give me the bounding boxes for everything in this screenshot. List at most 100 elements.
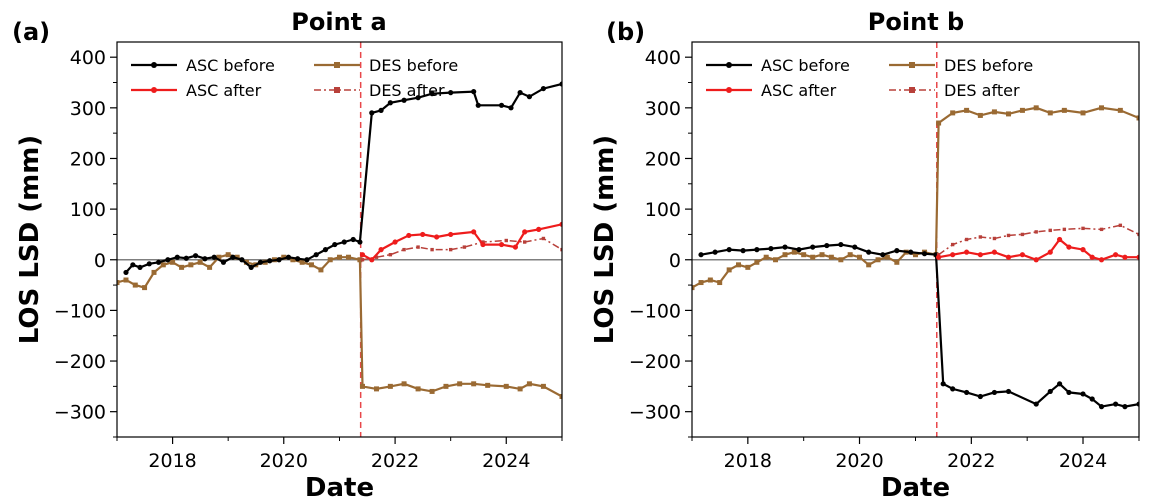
data-point xyxy=(536,226,542,232)
data-point xyxy=(498,241,505,248)
data-point xyxy=(378,107,384,113)
data-point xyxy=(267,258,273,264)
data-point xyxy=(387,383,393,389)
legend-entry: DES before xyxy=(314,56,458,75)
data-point xyxy=(345,254,351,260)
data-point xyxy=(857,254,863,260)
y-tick-label: 200 xyxy=(70,148,106,170)
plot-area xyxy=(692,105,1139,410)
legend: ASC before DES before ASC after DES after xyxy=(706,56,1033,100)
series-line xyxy=(700,243,1139,408)
data-point xyxy=(717,280,723,286)
legend-label: DES after xyxy=(369,81,445,100)
data-point xyxy=(146,261,152,267)
series-line xyxy=(938,237,1139,262)
data-point xyxy=(359,383,365,389)
data-point xyxy=(155,259,162,265)
data-point xyxy=(964,237,969,242)
chart-title: Point a xyxy=(291,8,386,36)
axes-frame xyxy=(116,41,563,438)
data-point xyxy=(239,257,245,263)
data-point xyxy=(1080,247,1086,253)
data-point xyxy=(179,264,185,270)
data-point xyxy=(1057,236,1063,243)
data-point xyxy=(977,393,983,400)
data-point xyxy=(220,259,227,265)
data-point xyxy=(1066,389,1072,396)
data-point xyxy=(526,381,532,387)
legend-entry: DES after xyxy=(314,81,445,100)
data-point xyxy=(522,229,528,235)
data-point xyxy=(810,244,816,250)
data-point xyxy=(810,254,816,260)
data-point xyxy=(415,95,421,101)
data-point xyxy=(401,97,407,103)
data-point xyxy=(359,252,366,258)
series-line xyxy=(117,253,562,398)
data-point xyxy=(207,264,213,270)
data-point xyxy=(475,102,481,108)
data-point xyxy=(1099,227,1104,232)
data-point xyxy=(950,242,955,247)
data-point xyxy=(388,252,393,257)
legend-entry: ASC before xyxy=(131,56,275,75)
data-point xyxy=(517,90,523,96)
data-point xyxy=(964,107,970,113)
legend-entry: ASC after xyxy=(706,81,837,100)
y-tick-label: 300 xyxy=(70,98,106,120)
data-point xyxy=(448,247,453,252)
data-point xyxy=(448,90,454,96)
data-point xyxy=(894,259,900,265)
series-des-after xyxy=(360,236,562,262)
data-point xyxy=(768,246,774,252)
data-point xyxy=(782,244,788,250)
legend-entry: ASC after xyxy=(131,81,262,100)
data-point xyxy=(322,247,329,253)
legend-label: DES after xyxy=(944,81,1020,100)
data-point xyxy=(462,245,467,249)
data-point xyxy=(285,254,292,260)
data-point xyxy=(415,386,421,392)
data-point xyxy=(387,100,393,106)
y-tick-label: 100 xyxy=(70,199,106,221)
data-point xyxy=(1081,226,1085,231)
data-point xyxy=(443,383,449,389)
data-point xyxy=(416,245,420,249)
data-point xyxy=(183,255,189,261)
data-point xyxy=(852,244,858,250)
legend-label: ASC before xyxy=(761,56,850,75)
data-point xyxy=(369,110,375,116)
y-tick-label: −300 xyxy=(54,402,106,424)
data-point xyxy=(782,252,788,258)
series-des-before xyxy=(117,252,562,399)
data-point xyxy=(866,262,872,268)
x-axis-label: Date xyxy=(305,473,374,503)
legend-marker xyxy=(151,62,157,68)
x-tick-label: 2024 xyxy=(1059,450,1107,472)
data-point xyxy=(838,241,844,248)
data-point xyxy=(913,252,918,258)
series-asc-after xyxy=(359,221,562,263)
data-point xyxy=(992,236,997,241)
y-tick-label: 300 xyxy=(645,98,681,120)
data-point xyxy=(188,262,194,268)
data-point xyxy=(707,277,713,283)
legend-entry: ASC before xyxy=(706,56,850,75)
data-point xyxy=(357,257,363,263)
data-point xyxy=(360,258,365,262)
y-tick-label: 100 xyxy=(645,199,681,221)
legend-marker xyxy=(909,87,915,93)
data-point xyxy=(1033,401,1039,407)
data-point xyxy=(1122,404,1128,410)
data-point xyxy=(165,257,171,263)
data-point xyxy=(754,259,760,265)
x-tick-label: 2018 xyxy=(724,450,772,472)
legend-marker xyxy=(151,87,157,93)
data-point xyxy=(170,259,176,265)
data-point xyxy=(866,249,872,255)
data-point xyxy=(847,252,853,258)
data-point xyxy=(132,282,138,288)
data-point xyxy=(791,249,797,255)
data-point xyxy=(1033,257,1039,263)
